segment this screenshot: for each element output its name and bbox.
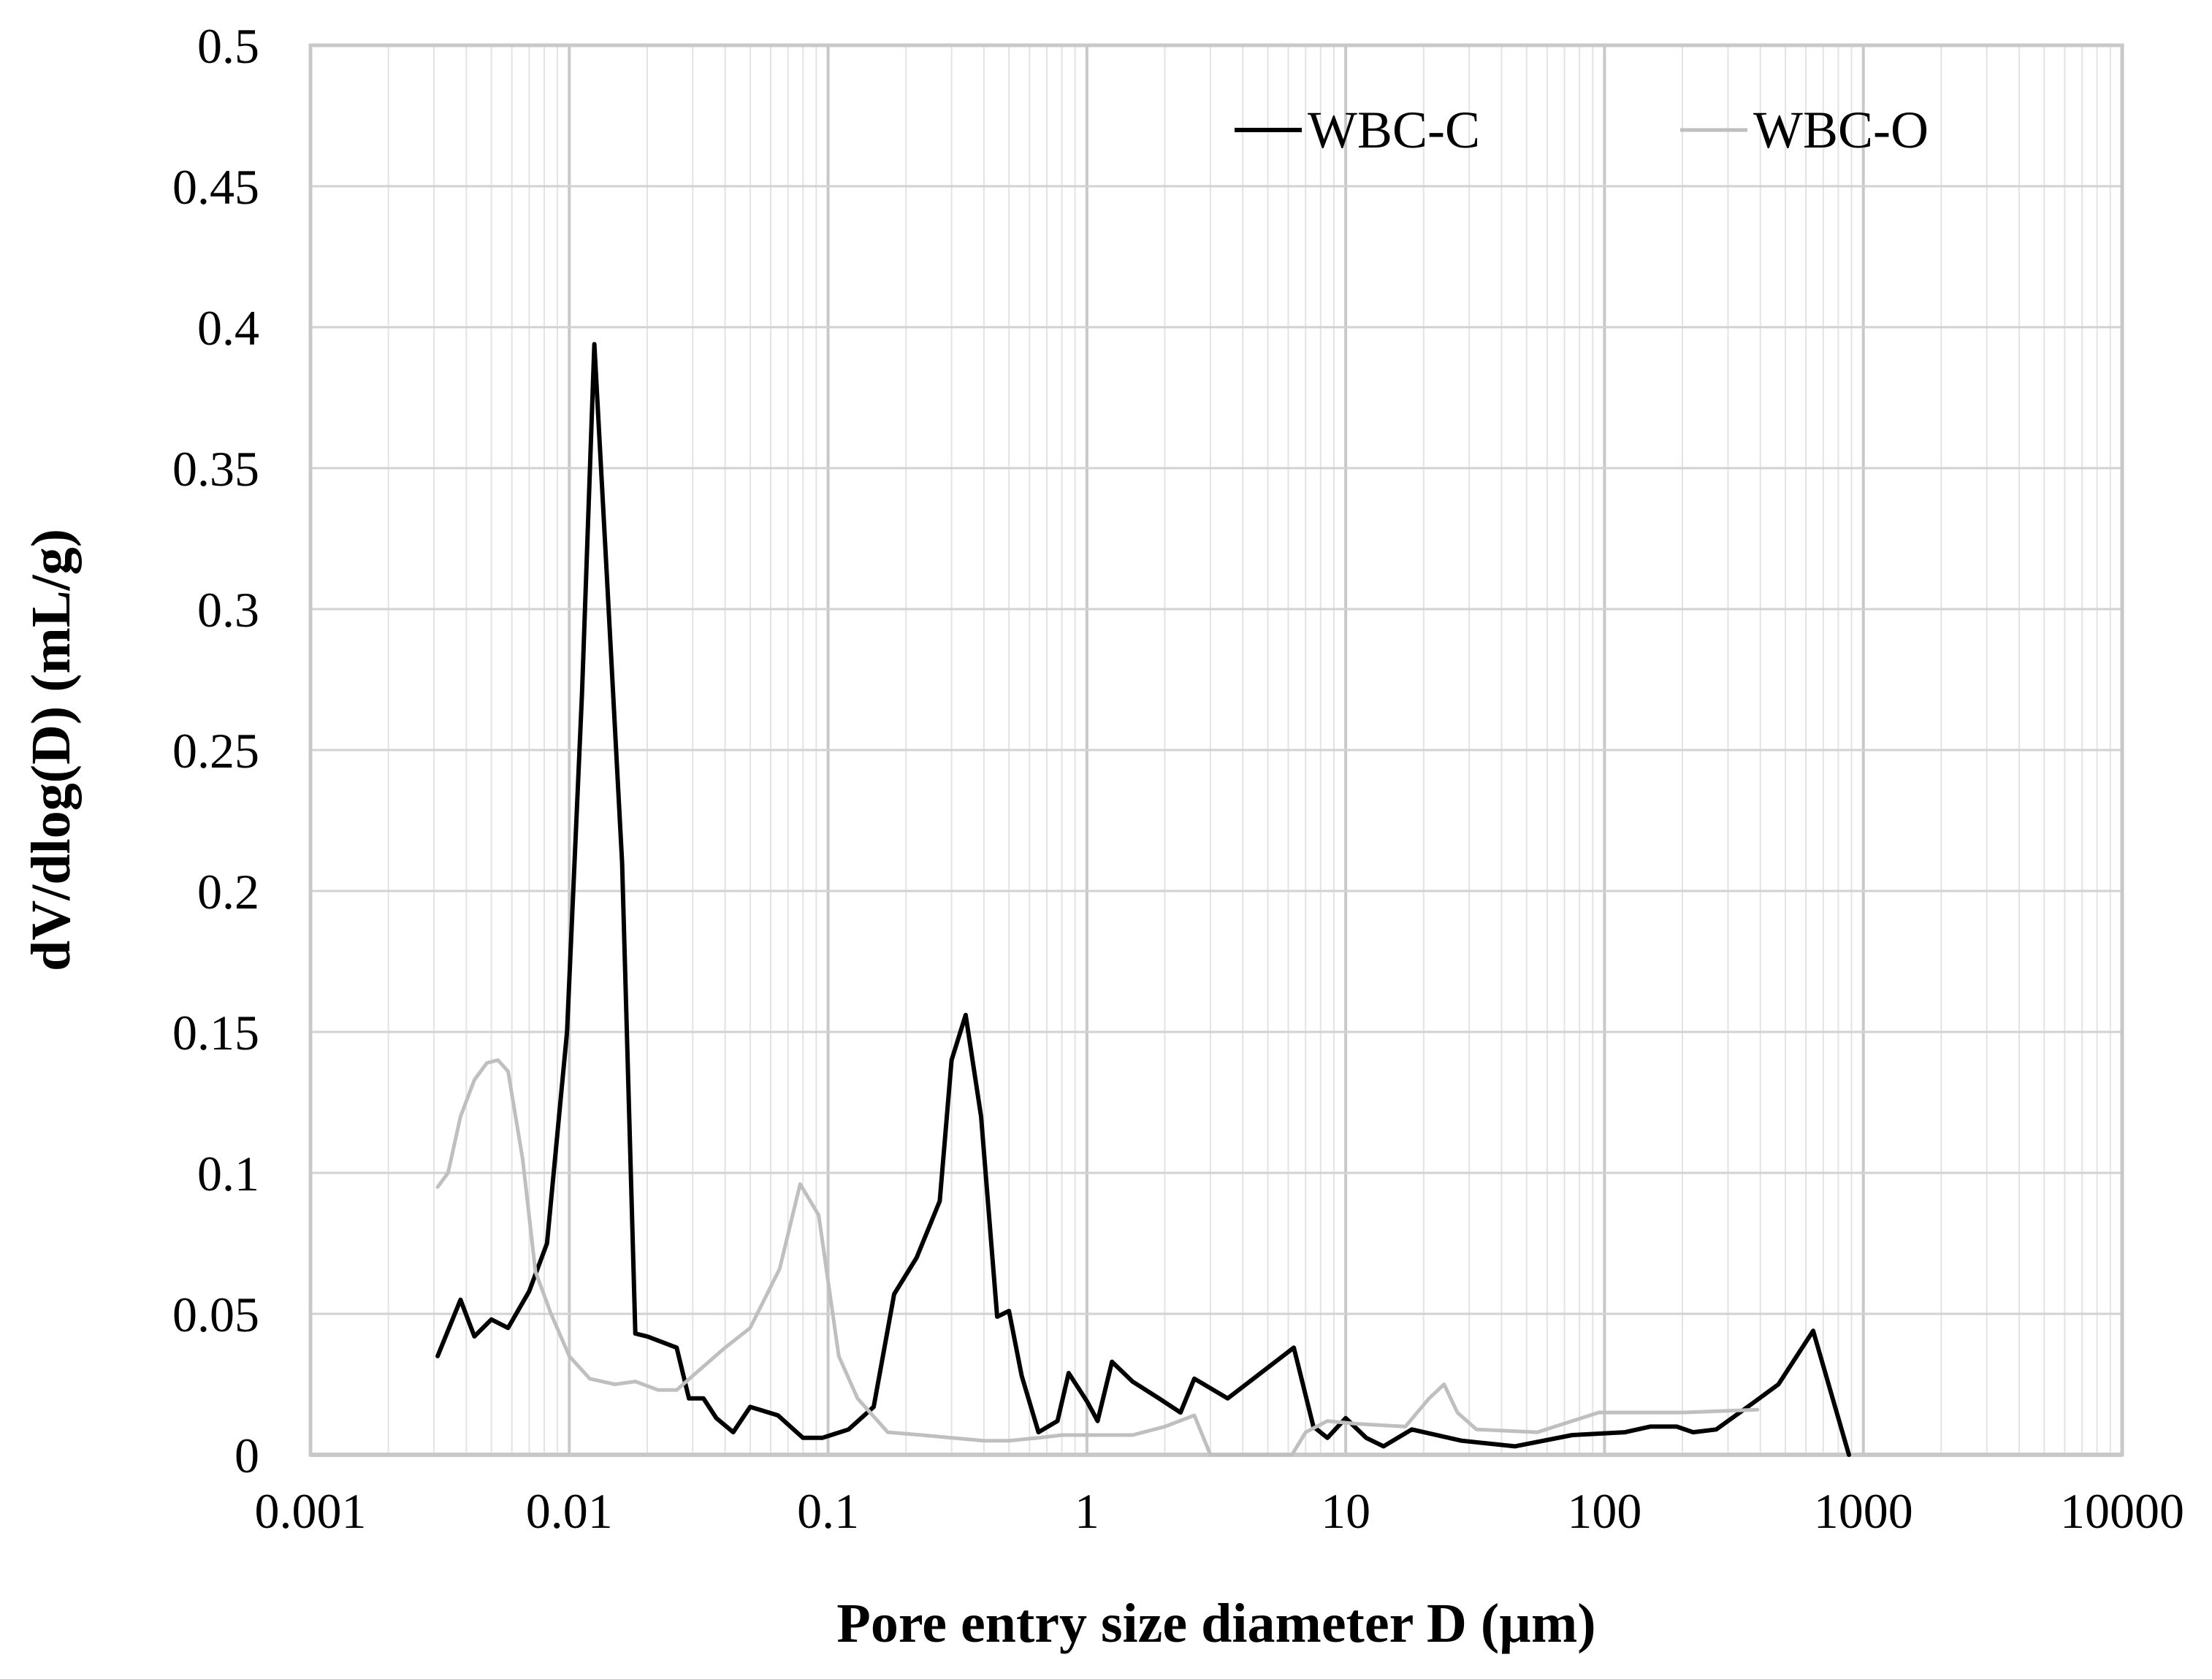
x-tick-label: 10000 xyxy=(2060,1483,2184,1539)
y-tick-label: 0.25 xyxy=(172,723,259,779)
y-tick-label: 0.3 xyxy=(197,582,259,638)
x-axis-ticks: 0.001 0.01 0.1 1 10 100 1000 10000 xyxy=(255,1483,2185,1539)
y-tick-label: 0.2 xyxy=(197,864,259,919)
y-tick-label: 0 xyxy=(234,1428,259,1483)
legend-label-wbc-c: WBC-C xyxy=(1308,101,1480,159)
x-tick-label: 1 xyxy=(1075,1483,1099,1539)
y-tick-label: 0.45 xyxy=(172,159,259,215)
x-tick-label: 100 xyxy=(1567,1483,1641,1539)
series-line-wbc-o xyxy=(435,1058,1760,1457)
x-tick-label: 0.1 xyxy=(797,1483,859,1539)
x-tick-label: 1000 xyxy=(1814,1483,1913,1539)
y-tick-label: 0.5 xyxy=(197,18,259,74)
x-axis-title: Pore entry size diameter D (µm) xyxy=(836,1593,1595,1654)
x-tick-label: 0.001 xyxy=(255,1483,367,1539)
x-tick-label: 10 xyxy=(1321,1483,1370,1539)
y-tick-label: 0.05 xyxy=(172,1287,259,1342)
legend: WBC-C WBC-O xyxy=(1235,101,1929,159)
grid xyxy=(309,44,2124,1456)
y-axis-title: dV/dlog(D) (mL/g) xyxy=(20,529,82,971)
y-tick-label: 0.1 xyxy=(197,1146,259,1201)
x-tick-label: 0.01 xyxy=(526,1483,613,1539)
series-lines xyxy=(435,342,1851,1457)
y-axis-ticks: 0 0.05 0.1 0.15 0.2 0.25 0.3 0.35 0.4 0.45 0.5 xyxy=(172,18,259,1483)
y-tick-label: 0.4 xyxy=(197,300,259,356)
y-tick-label: 0.35 xyxy=(172,441,259,497)
y-tick-label: 0.15 xyxy=(172,1005,259,1060)
series-line-wbc-c xyxy=(435,342,1851,1457)
legend-label-wbc-o: WBC-O xyxy=(1753,101,1929,159)
